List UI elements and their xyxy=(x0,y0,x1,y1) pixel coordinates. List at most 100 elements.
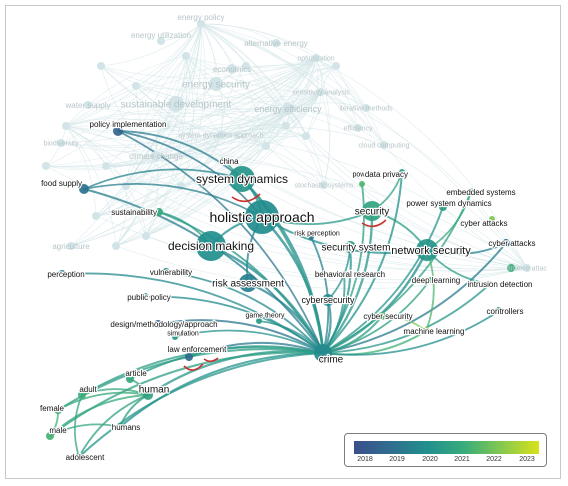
background-link-116 xyxy=(185,55,289,110)
label-power: power xyxy=(352,171,372,178)
background-link-63 xyxy=(145,57,317,237)
node-biodiversity[interactable] xyxy=(57,139,65,147)
link-crime-adolescent xyxy=(77,351,325,459)
background-node-3 xyxy=(42,162,50,170)
node-article[interactable] xyxy=(126,375,134,383)
node-cyber-attacks-2[interactable] xyxy=(502,239,510,247)
background-link-111 xyxy=(165,108,289,129)
label-water-supply: water supply xyxy=(65,101,111,110)
node-vulnerability[interactable] xyxy=(162,268,170,276)
node-alternative-energy[interactable] xyxy=(272,39,280,47)
link-human-adult xyxy=(81,388,149,396)
node-cyber-security[interactable] xyxy=(378,312,386,320)
background-link-123 xyxy=(60,134,222,152)
node-economics[interactable] xyxy=(227,64,237,74)
labels: energy policy energy utilization alternati… xyxy=(39,13,548,463)
node-climate-change[interactable] xyxy=(151,151,161,161)
node-public-policy[interactable] xyxy=(141,293,149,301)
label-human: human xyxy=(139,385,170,396)
node-agriculture-x[interactable] xyxy=(507,264,515,272)
node-risk-assessment[interactable] xyxy=(239,274,257,292)
node-efficiency[interactable] xyxy=(354,124,362,132)
node-optimization[interactable] xyxy=(312,54,320,62)
node-sustainability[interactable] xyxy=(155,208,163,216)
background-link-204 xyxy=(115,185,128,247)
node-iterative-methods[interactable] xyxy=(362,104,370,112)
node-adolescent[interactable] xyxy=(75,453,83,461)
background-link-208 xyxy=(265,65,337,147)
background-link-42 xyxy=(315,57,359,129)
node-law-enforcement[interactable] xyxy=(185,353,193,361)
node-stochastic-systems[interactable] xyxy=(320,181,328,189)
node-energy-security[interactable] xyxy=(209,77,223,91)
node-female[interactable] xyxy=(54,406,62,414)
node-energy-utilization[interactable] xyxy=(157,37,165,45)
node-power-system-dynamics[interactable] xyxy=(439,203,447,211)
node-system-dynamics[interactable] xyxy=(229,166,255,192)
node-sustainable-development[interactable] xyxy=(168,96,184,112)
background-link-170 xyxy=(125,185,528,272)
node-adult[interactable] xyxy=(78,391,86,399)
node-controllers[interactable] xyxy=(495,307,503,315)
node-food-supply[interactable] xyxy=(79,184,89,194)
background-link-130 xyxy=(65,125,222,143)
node-energy-policy[interactable] xyxy=(197,20,205,28)
node-crime[interactable] xyxy=(314,344,332,362)
node-decision-making[interactable] xyxy=(196,231,226,261)
bibliometric-network-map[interactable]: energy policy energy utilization alternati… xyxy=(6,6,561,479)
node-network-security[interactable] xyxy=(416,239,438,261)
node-machine-learning[interactable] xyxy=(422,327,430,335)
node-risk-perception[interactable] xyxy=(308,234,314,240)
node-deep-learning[interactable] xyxy=(427,277,433,283)
background-link-134 xyxy=(165,125,222,137)
node-holistic-approach[interactable] xyxy=(245,200,279,234)
background-node-9 xyxy=(302,132,310,140)
label-cybersecurity: cybersecurity xyxy=(301,295,355,305)
node-cybersecurity[interactable] xyxy=(322,294,334,306)
node-data-privacy[interactable] xyxy=(399,169,405,175)
node-simulation[interactable] xyxy=(172,334,178,340)
link-adult-adolescent xyxy=(73,394,83,458)
background-link-129 xyxy=(135,85,222,136)
node-agriculture[interactable] xyxy=(67,242,75,250)
background-node-16 xyxy=(282,122,290,130)
node-cyber-attacks-1[interactable] xyxy=(489,216,495,222)
node-perception[interactable] xyxy=(58,270,66,278)
link-crime-vulnerability xyxy=(165,271,324,354)
link-crime-data-privacy xyxy=(322,171,403,354)
background-node-12 xyxy=(92,212,100,220)
background-link-6 xyxy=(87,23,202,106)
link-system-dynamics-food-supply xyxy=(83,168,243,190)
background-link-221 xyxy=(115,125,287,247)
node-system-dynamics-approach[interactable] xyxy=(217,131,225,139)
node-game-theory[interactable] xyxy=(256,318,262,324)
node-male[interactable] xyxy=(46,432,54,440)
node-humans[interactable] xyxy=(116,423,124,431)
node-human[interactable] xyxy=(143,390,153,400)
node-behavioral-research[interactable] xyxy=(341,271,347,277)
legend-tick-2020: 2020 xyxy=(422,456,438,463)
label-deep-learning: deep learning xyxy=(412,276,460,285)
link-crime-security xyxy=(321,209,374,355)
label-public-policy: public policy xyxy=(127,293,171,302)
background-link-212 xyxy=(115,145,267,247)
node-security-system[interactable] xyxy=(344,241,356,253)
node-cloud-computing[interactable] xyxy=(380,141,388,149)
node-sensitivity-analysis[interactable] xyxy=(317,88,325,96)
node-energy-efficiency[interactable] xyxy=(282,103,294,115)
label-adolescent: adolescent xyxy=(66,453,105,462)
node-finance-attack[interactable] xyxy=(523,264,531,272)
node-design-methodology-approach[interactable] xyxy=(154,320,162,328)
node-policy-implementation[interactable] xyxy=(113,126,123,136)
background-link-211 xyxy=(145,145,267,237)
node-intrusion-detection[interactable] xyxy=(487,281,493,287)
label-article: article xyxy=(125,369,147,378)
background-link-105 xyxy=(100,65,289,111)
node-embedded-systems[interactable] xyxy=(467,188,475,196)
node-water-supply[interactable] xyxy=(84,101,92,109)
node-security[interactable] xyxy=(362,201,382,221)
background-node-7 xyxy=(242,62,250,70)
node-power[interactable] xyxy=(359,181,365,187)
label-energy-efficiency: energy efficiency xyxy=(254,104,322,114)
node-china[interactable] xyxy=(220,157,228,165)
